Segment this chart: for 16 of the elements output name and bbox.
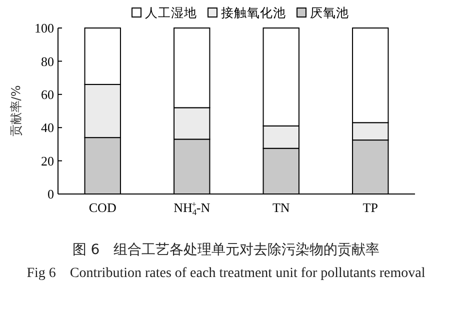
caption: 图 6 组合工艺各处理单元对去除污染物的贡献率: [71, 241, 381, 260]
y-axis-title: 贡献率/%: [9, 85, 23, 137]
y-tick-label: 20: [41, 153, 54, 168]
y-tick-label: 40: [41, 120, 54, 136]
y-tick-label: 80: [41, 54, 54, 69]
legend-label: 接触氧化池: [221, 5, 286, 20]
caption: Fig 6 Contribution rates of each treatment unit for pollutants removal: [26, 265, 426, 283]
y-tick-label: 60: [41, 86, 54, 102]
x-tick-label: NH$_{4}$$^{+}$-N: [174, 199, 211, 217]
legend-label: 厌氧池: [310, 5, 349, 20]
legend-label: 人工湿地: [145, 5, 197, 20]
y-tick-label: 0: [48, 186, 54, 202]
x-tick-label: COD: [88, 200, 116, 215]
y-tick-label: 100: [34, 20, 54, 36]
x-tick-label: TN: [272, 200, 290, 215]
x-tick-label: TP: [362, 200, 378, 215]
